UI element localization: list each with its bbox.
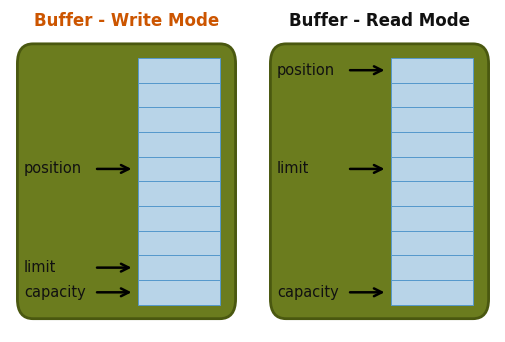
Bar bbox=[137, 157, 220, 181]
Bar bbox=[137, 231, 220, 255]
Bar bbox=[390, 181, 472, 206]
Text: position: position bbox=[277, 63, 334, 78]
FancyBboxPatch shape bbox=[17, 44, 235, 319]
Text: Buffer - Write Mode: Buffer - Write Mode bbox=[34, 12, 219, 30]
Text: capacity: capacity bbox=[277, 285, 338, 300]
Bar bbox=[137, 58, 220, 82]
Text: position: position bbox=[24, 161, 82, 176]
Bar bbox=[137, 181, 220, 206]
Text: limit: limit bbox=[277, 161, 309, 176]
Bar bbox=[390, 231, 472, 255]
Bar bbox=[137, 132, 220, 157]
Text: capacity: capacity bbox=[24, 285, 86, 300]
Bar bbox=[137, 107, 220, 132]
Bar bbox=[390, 280, 472, 305]
Text: Buffer - Read Mode: Buffer - Read Mode bbox=[288, 12, 469, 30]
Bar bbox=[390, 58, 472, 82]
Bar bbox=[390, 132, 472, 157]
Bar bbox=[137, 82, 220, 107]
Bar bbox=[137, 280, 220, 305]
Text: limit: limit bbox=[24, 260, 57, 275]
Bar bbox=[390, 157, 472, 181]
Bar bbox=[137, 206, 220, 231]
Bar bbox=[390, 255, 472, 280]
Bar bbox=[390, 82, 472, 107]
FancyBboxPatch shape bbox=[270, 44, 488, 319]
Bar bbox=[390, 107, 472, 132]
Bar bbox=[137, 255, 220, 280]
Bar bbox=[390, 206, 472, 231]
